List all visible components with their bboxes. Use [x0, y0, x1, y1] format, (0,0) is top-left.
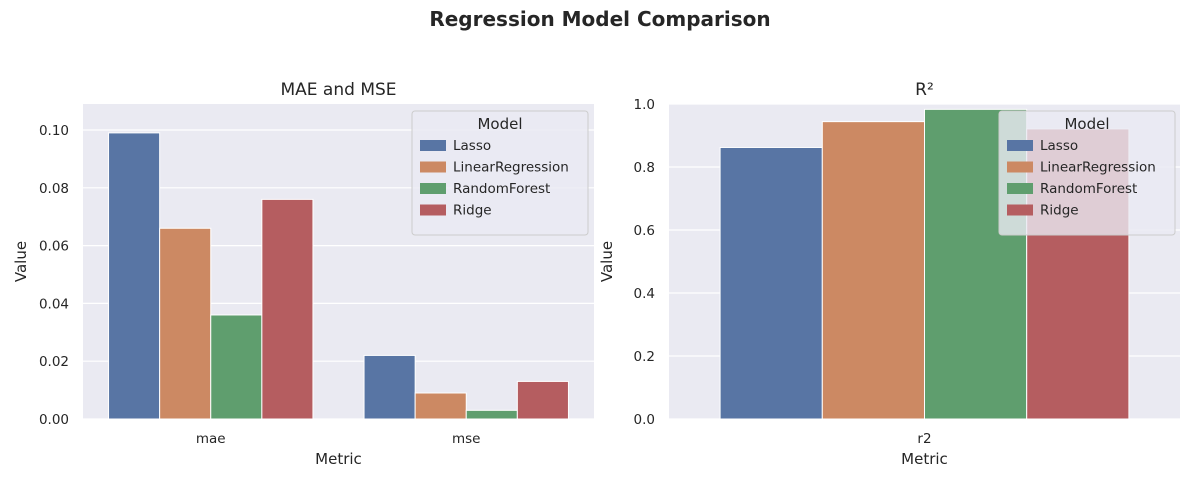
x-tick-label: mse — [452, 431, 481, 447]
y-tick-label: 0.04 — [39, 296, 69, 312]
legend-item-lasso: Lasso — [453, 138, 491, 154]
y-tick-label: 0.2 — [634, 349, 655, 365]
bar-lasso-r2 — [719, 146, 823, 420]
chart-r2: 0.0 0.2 0.4 0.6 0.8 1.0 r2 R² Metric Value Model La… — [598, 80, 1180, 468]
y-tick-label: 0.4 — [634, 286, 655, 302]
chart-title: MAE and MSE — [280, 80, 396, 100]
bar-randomforest-mse — [465, 409, 518, 420]
legend-frame — [998, 110, 1176, 236]
bar-linearregression-r2 — [821, 121, 925, 420]
y-tick-label: 0.08 — [39, 181, 69, 197]
y-tick-label: 0.00 — [39, 412, 69, 428]
bar-lasso-mae — [108, 132, 161, 420]
y-tick-label: 0.8 — [634, 160, 655, 176]
legend: Model Lasso LinearRegression RandomForest Ri… — [998, 110, 1176, 236]
chart-mae-mse: 0.00 0.02 0.04 0.06 0.08 0.10 mae mse MAE and MS… — [12, 80, 594, 468]
legend-swatch-lasso — [420, 140, 446, 151]
y-axis-label: Value — [598, 241, 616, 282]
bar-linearregression-mse — [414, 392, 467, 420]
x-axis-label: Metric — [901, 450, 948, 468]
legend-title: Model — [477, 115, 522, 133]
y-tick-label: 1.0 — [634, 97, 655, 113]
bar-ridge-mae — [261, 198, 314, 420]
bar-ridge-mse — [516, 380, 569, 420]
x-axis-label: Metric — [315, 450, 362, 468]
legend-frame — [411, 110, 589, 236]
legend-item-randomforest: RandomForest — [453, 181, 550, 197]
chart-title: R² — [915, 80, 934, 100]
y-tick-label: 0.10 — [39, 123, 69, 139]
legend-title: Model — [1064, 115, 1109, 133]
legend-swatch-randomforest — [420, 183, 446, 194]
legend: Model Lasso LinearRegression RandomForest Ri… — [411, 110, 589, 236]
legend-swatch-linearregression — [1007, 161, 1033, 173]
legend-swatch-randomforest — [1007, 183, 1033, 194]
legend-item-linearregression: LinearRegression — [453, 160, 569, 176]
y-axis-label: Value — [12, 241, 30, 282]
legend-swatch-lasso — [1007, 140, 1033, 151]
legend-item-ridge: Ridge — [1040, 203, 1079, 219]
bar-lasso-mse — [363, 354, 416, 420]
legend-swatch-ridge — [420, 204, 446, 216]
y-tick-label: 0.0 — [634, 412, 655, 428]
bar-randomforest-mae — [210, 314, 263, 420]
x-tick-label: mae — [196, 431, 226, 447]
legend-item-randomforest: RandomForest — [1040, 181, 1137, 197]
x-tick-label: r2 — [917, 431, 931, 447]
legend-item-ridge: Ridge — [453, 203, 492, 219]
bar-linearregression-mae — [159, 227, 212, 420]
legend-swatch-ridge — [1007, 204, 1033, 216]
legend-swatch-linearregression — [420, 161, 446, 173]
y-tick-label: 0.06 — [39, 239, 69, 255]
legend-item-linearregression: LinearRegression — [1040, 160, 1156, 176]
y-tick-label: 0.6 — [634, 223, 655, 239]
y-tick-label: 0.02 — [39, 354, 69, 370]
figure-title: Regression Model Comparison — [429, 7, 770, 31]
legend-item-lasso: Lasso — [1040, 138, 1078, 154]
